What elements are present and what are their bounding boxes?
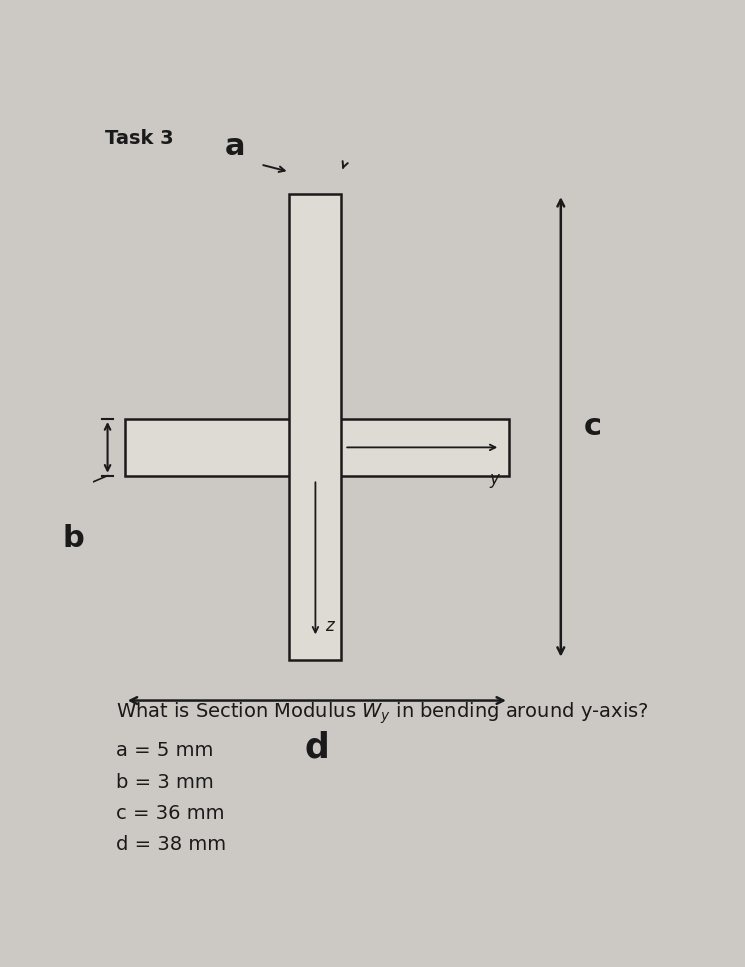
Text: b: b (62, 524, 83, 553)
Text: d: d (305, 730, 329, 764)
Text: What is Section Modulus $W_y$ in bending around y-axis?: What is Section Modulus $W_y$ in bending… (116, 700, 649, 726)
Text: a = 5 mm: a = 5 mm (116, 742, 214, 760)
Text: y: y (489, 470, 499, 487)
Text: z: z (326, 617, 335, 635)
Text: b = 3 mm: b = 3 mm (116, 773, 214, 792)
Text: a: a (224, 132, 245, 161)
Text: c = 36 mm: c = 36 mm (116, 804, 225, 823)
Bar (125, 419, 509, 476)
Text: c: c (583, 412, 601, 441)
Bar (289, 194, 341, 659)
Text: d = 38 mm: d = 38 mm (116, 835, 226, 854)
Text: Task 3: Task 3 (104, 129, 174, 148)
